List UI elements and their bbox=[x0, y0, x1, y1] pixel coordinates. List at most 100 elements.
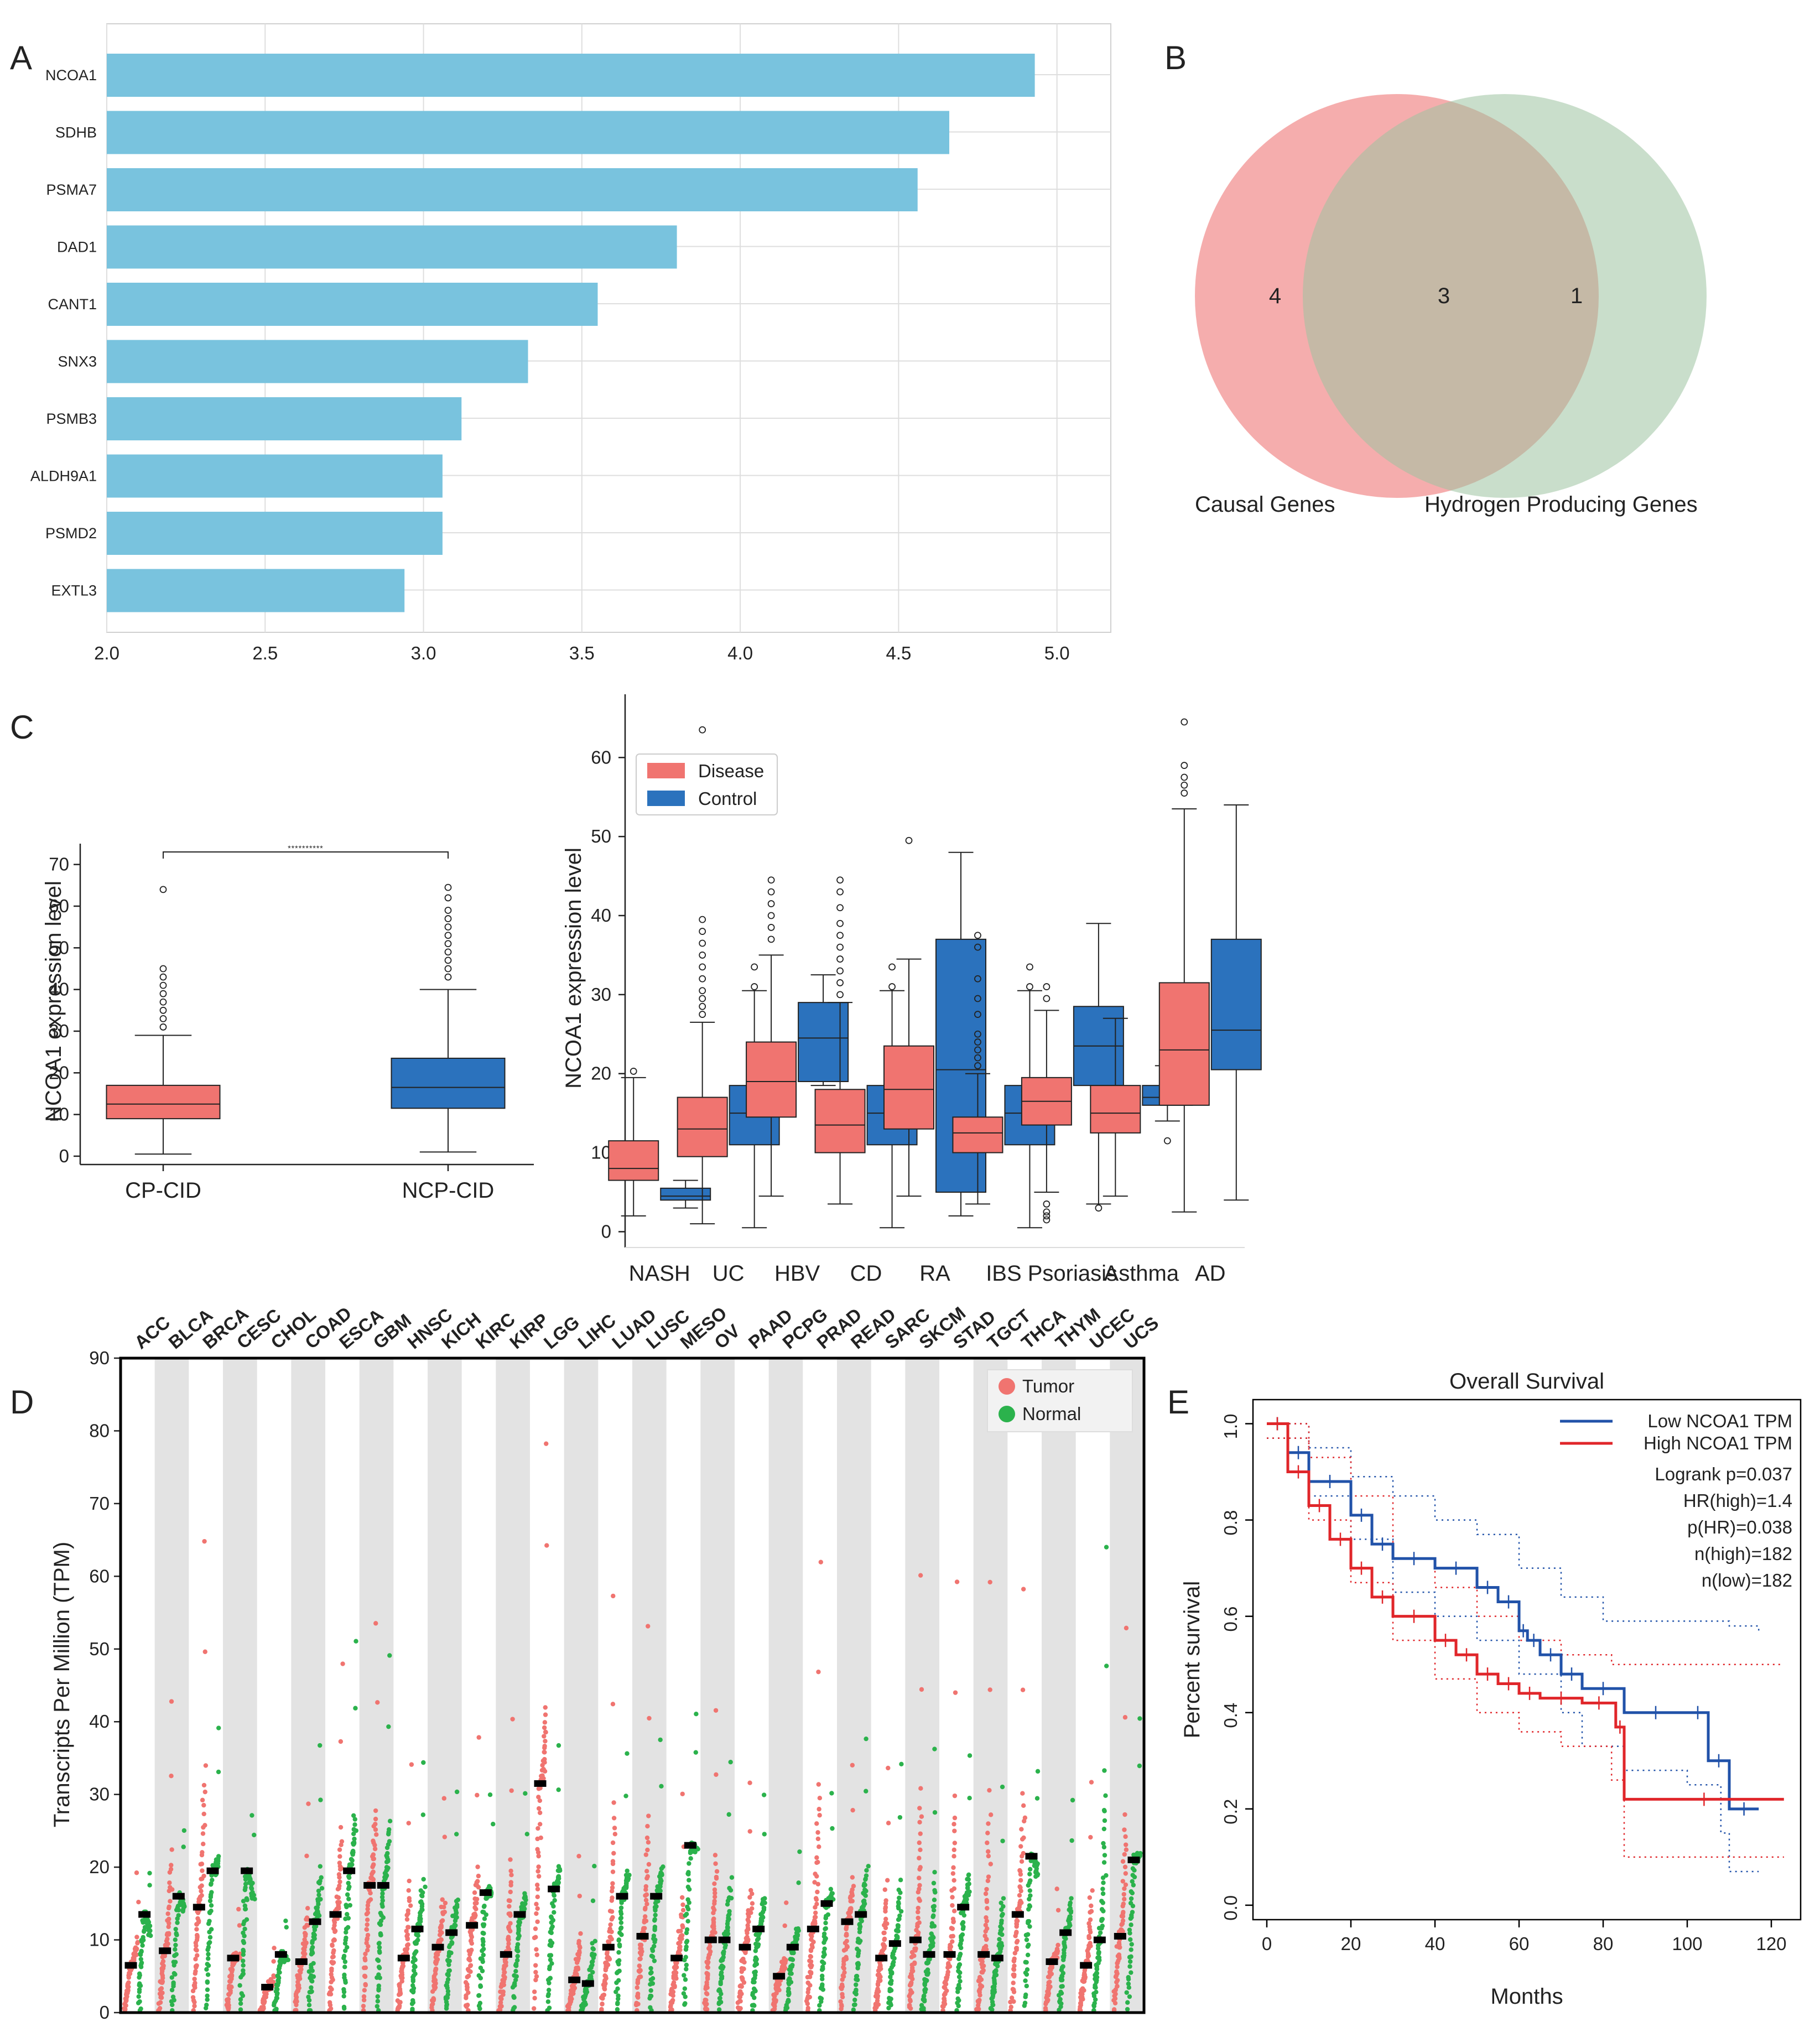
d-hnsc-tumor-point-13 bbox=[398, 1992, 403, 1997]
e-x-tick-label-100: 100 bbox=[1672, 1933, 1702, 1954]
c-right-disease-box-hbv-outlier-4 bbox=[767, 888, 775, 896]
d-prad-normal-point-24 bbox=[821, 1931, 827, 1936]
d-pcpg-tumor-median-marker bbox=[773, 1973, 786, 1980]
d-lgg-normal-point-1 bbox=[547, 2005, 552, 2010]
c-right-control-box-hbv-box bbox=[798, 1002, 849, 1082]
d-hnsc-normal-point-63 bbox=[420, 1894, 425, 1899]
d-coad-normal-point-32 bbox=[312, 1927, 318, 1932]
d-prad-tumor-point-16 bbox=[808, 1969, 813, 1974]
d-lgg-tumor-point-30 bbox=[536, 1806, 542, 1811]
d-acc-tumor-point-68 bbox=[134, 1935, 139, 1940]
c-left-box-ncp-cid-outlier-8 bbox=[444, 907, 452, 914]
d-sarc-normal-point-55 bbox=[896, 1923, 901, 1928]
d-prad-tumor-point-66 bbox=[817, 1796, 823, 1801]
d-kirp-normal-point-16 bbox=[513, 1961, 519, 1967]
d-kirp-normal-point-17 bbox=[514, 1958, 520, 1963]
d-blca-tumor-point-17 bbox=[160, 1979, 165, 1984]
d-chol-normal-point-68 bbox=[284, 1957, 290, 1963]
d-kich-normal-point-13 bbox=[445, 1977, 451, 1982]
d-kirc-normal-point-31 bbox=[481, 1904, 487, 1909]
d-kich-normal-point-2 bbox=[444, 2003, 449, 2009]
d-brca-tumor-point-46 bbox=[197, 1894, 203, 1899]
d-gbm-normal-point-13 bbox=[375, 1957, 380, 1962]
d-thca-tumor-point-4 bbox=[1009, 1995, 1015, 2000]
d-skcm-tumor-point-67 bbox=[919, 1687, 924, 1692]
d-sarc-normal-point-69 bbox=[899, 1761, 904, 1766]
d-ov-normal-point-59 bbox=[727, 1909, 732, 1914]
d-gbm-normal-point-15 bbox=[377, 1948, 382, 1954]
panel-b-letter: B bbox=[1164, 39, 1187, 76]
e-x-tick-label-80: 80 bbox=[1593, 1933, 1614, 1954]
d-read-tumor-point-3 bbox=[838, 1999, 843, 2004]
d-skcm-normal-point-3 bbox=[919, 2003, 924, 2008]
d-lgg-tumor-point-68 bbox=[543, 1705, 548, 1710]
d-esca-normal-point-10 bbox=[342, 1959, 348, 1964]
c-left-box-cp-cid-outlier-7 bbox=[159, 965, 167, 973]
d-sarc-tumor-point-67 bbox=[886, 1821, 891, 1826]
d-prad-tumor-point-63 bbox=[814, 1821, 819, 1826]
d-prad-normal-point-13 bbox=[820, 1964, 825, 1969]
d-prad-normal-point-31 bbox=[825, 1912, 831, 1917]
c-left-box-cp-cid-outlier-3 bbox=[159, 998, 167, 1006]
d-hnsc-tumor-point-23 bbox=[400, 1976, 405, 1981]
c-right-control-box-cd-outlier-0 bbox=[888, 983, 896, 990]
d-ucec-normal-point-22 bbox=[1094, 1966, 1099, 1972]
d-tgct-tumor-point-44 bbox=[983, 1943, 989, 1949]
d-lgg-tumor-point-31 bbox=[537, 1798, 543, 1803]
d-luad-normal-point-25 bbox=[618, 1925, 624, 1930]
c-right-disease-box-psoriasis-outlier-3 bbox=[1043, 1200, 1051, 1208]
c-right-disease-box-ad-outlier-1 bbox=[1181, 781, 1188, 789]
d-hnsc-tumor-point-62 bbox=[405, 1911, 410, 1916]
e-annotation-0: Logrank p=0.037 bbox=[1655, 1464, 1792, 1484]
d-ucs-normal-point-5 bbox=[1126, 1981, 1131, 1987]
d-brca-tumor-point-67 bbox=[202, 1649, 207, 1654]
x-tick-label-2-5: 2.5 bbox=[252, 643, 278, 663]
d-ov-tumor-point-2 bbox=[704, 2007, 710, 2012]
d-ov-tumor-point-20 bbox=[705, 1964, 710, 1969]
d-sarc-tumor-point-65 bbox=[883, 1898, 888, 1903]
d-pcpg-normal-point-6 bbox=[786, 1998, 791, 2003]
d-stad-normal-point-67 bbox=[967, 1796, 972, 1801]
d-luad-tumor-point-45 bbox=[608, 1935, 613, 1940]
d-ucs-tumor-point-69 bbox=[1124, 1625, 1129, 1631]
d-brca-normal-point-24 bbox=[209, 1909, 214, 1914]
d-gbm-tumor-median-marker bbox=[363, 1881, 376, 1889]
d-ucs-normal-point-3 bbox=[1124, 1990, 1129, 1995]
e-plot-frame bbox=[1252, 1399, 1802, 1921]
d-acc-tumor-point-64 bbox=[133, 1945, 138, 1950]
d-esca-tumor-point-26 bbox=[332, 1937, 337, 1942]
d-y-tick-label-50: 50 bbox=[89, 1639, 110, 1659]
e-annotation-4: n(low)=182 bbox=[1702, 1570, 1792, 1590]
d-lusc-normal-point-11 bbox=[649, 1970, 654, 1975]
d-stad-tumor-point-62 bbox=[951, 1847, 956, 1853]
d-gbm-tumor-point-22 bbox=[364, 1927, 369, 1932]
d-hnsc-tumor-point-49 bbox=[402, 1947, 408, 1952]
d-blca-normal-point-68 bbox=[180, 1909, 185, 1914]
d-kirc-tumor-point-65 bbox=[475, 1879, 480, 1884]
d-ucs-tumor-point-59 bbox=[1123, 1871, 1129, 1876]
d-stad-tumor-point-20 bbox=[944, 1977, 949, 1982]
d-thca-normal-point-20 bbox=[1026, 1919, 1032, 1924]
d-lgg-tumor-point-24 bbox=[535, 1847, 540, 1852]
d-lgg-normal-point-2 bbox=[545, 1999, 551, 2004]
d-ucs-normal-point-31 bbox=[1130, 1873, 1135, 1878]
d-ucec-normal-point-67 bbox=[1104, 1664, 1109, 1668]
d-lusc-normal-point-28 bbox=[653, 1912, 658, 1917]
d-thym-normal-point-64 bbox=[1068, 1906, 1073, 1911]
d-ov-tumor-point-52 bbox=[711, 1920, 716, 1925]
d-meso-normal-point-26 bbox=[687, 1878, 691, 1883]
c-right-control-box-ad-box bbox=[1210, 938, 1262, 1070]
d-ov-normal-point-52 bbox=[725, 1925, 730, 1930]
d-luad-tumor-point-19 bbox=[603, 1974, 609, 1979]
d-paad-normal-point-69 bbox=[761, 1792, 767, 1797]
d-brca-tumor-point-19 bbox=[194, 1948, 199, 1953]
d-legend-label-normal: Normal bbox=[1022, 1404, 1081, 1424]
d-coad-normal-point-8 bbox=[309, 1985, 314, 1990]
d-lusc-tumor-point-9 bbox=[635, 1985, 639, 1990]
d-stad-tumor-point-13 bbox=[944, 1988, 949, 1993]
c-right-disease-box-ibs-outlier-2 bbox=[974, 1046, 981, 1054]
d-paad-tumor-point-64 bbox=[750, 1901, 755, 1906]
d-cesc-tumor-point-67 bbox=[237, 1923, 242, 1928]
d-meso-normal-point-23 bbox=[685, 1897, 690, 1902]
d-cesc-normal-point-22 bbox=[244, 1917, 249, 1922]
